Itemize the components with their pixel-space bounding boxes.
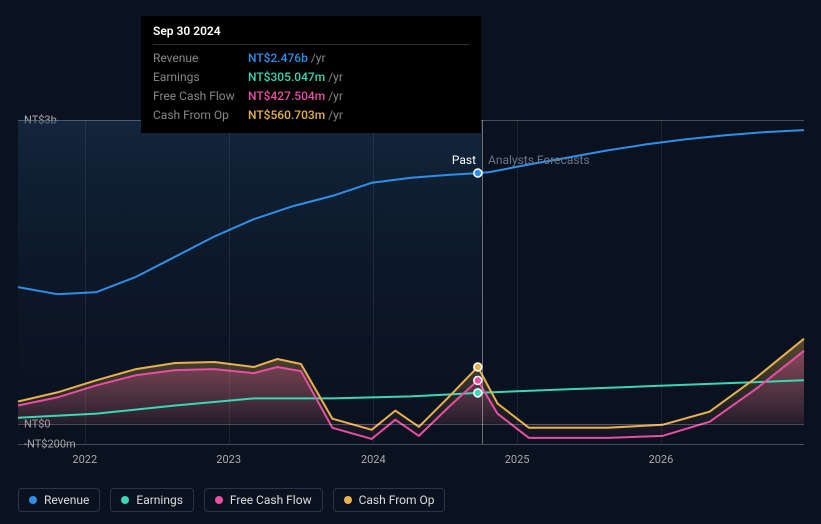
tooltip-metric-value: NT$305.047m bbox=[248, 69, 325, 86]
tooltip-unit: /yr bbox=[311, 50, 326, 67]
hover-marker-fcf bbox=[474, 376, 482, 384]
hover-marker-earnings bbox=[474, 389, 482, 397]
tooltip-metric-label: Free Cash Flow bbox=[153, 88, 248, 105]
x-axis-label: 2024 bbox=[361, 453, 386, 466]
legend-item-earnings[interactable]: Earnings bbox=[110, 488, 194, 512]
legend-label: Free Cash Flow bbox=[230, 493, 312, 507]
x-axis-label: 2026 bbox=[649, 453, 674, 466]
legend-dot bbox=[215, 496, 223, 504]
tooltip-row: Free Cash FlowNT$427.504m/yr bbox=[153, 87, 469, 106]
legend-label: Earnings bbox=[136, 493, 183, 507]
gridline bbox=[18, 444, 804, 445]
x-axis-label: 2022 bbox=[72, 453, 97, 466]
hover-marker-cfo bbox=[474, 363, 482, 371]
x-axis-label: 2023 bbox=[216, 453, 241, 466]
hover-marker-revenue bbox=[474, 169, 482, 177]
tooltip-metric-value: NT$560.703m bbox=[248, 107, 325, 124]
x-axis-label: 2025 bbox=[505, 453, 530, 466]
gridline bbox=[18, 424, 804, 425]
legend-dot bbox=[29, 496, 37, 504]
chart-svg bbox=[18, 120, 804, 444]
tooltip-row: EarningsNT$305.047m/yr bbox=[153, 68, 469, 87]
tooltip-date: Sep 30 2024 bbox=[153, 24, 469, 45]
chart-area[interactable] bbox=[0, 120, 821, 470]
tooltip-row: Cash From OpNT$560.703m/yr bbox=[153, 106, 469, 125]
tooltip-unit: /yr bbox=[328, 88, 343, 105]
legend-item-revenue[interactable]: Revenue bbox=[18, 488, 100, 512]
legend-dot bbox=[121, 496, 129, 504]
tooltip-metric-label: Cash From Op bbox=[153, 107, 248, 124]
legend-label: Cash From Op bbox=[359, 493, 435, 507]
legend: Revenue Earnings Free Cash Flow Cash From O… bbox=[18, 488, 445, 512]
tooltip-metric-label: Revenue bbox=[153, 50, 248, 67]
tooltip-metric-value: NT$2.476b bbox=[248, 50, 308, 67]
gridline bbox=[373, 120, 374, 444]
gridline bbox=[229, 120, 230, 444]
gridline bbox=[661, 120, 662, 444]
legend-item-free-cash-flow[interactable]: Free Cash Flow bbox=[204, 488, 323, 512]
legend-label: Revenue bbox=[44, 493, 89, 507]
hover-tooltip: Sep 30 2024 RevenueNT$2.476b/yrEarningsN… bbox=[141, 16, 481, 133]
gridline bbox=[85, 120, 86, 444]
legend-item-cash-from-op[interactable]: Cash From Op bbox=[333, 488, 446, 512]
past-forecast-divider bbox=[482, 120, 483, 444]
forecast-label: Analysts Forecasts bbox=[488, 153, 590, 167]
gridline bbox=[517, 120, 518, 444]
tooltip-metric-value: NT$427.504m bbox=[248, 88, 325, 105]
tooltip-unit: /yr bbox=[328, 107, 343, 124]
legend-dot bbox=[344, 496, 352, 504]
tooltip-metric-label: Earnings bbox=[153, 69, 248, 86]
tooltip-unit: /yr bbox=[328, 69, 343, 86]
tooltip-row: RevenueNT$2.476b/yr bbox=[153, 49, 469, 68]
past-label: Past bbox=[452, 153, 476, 167]
